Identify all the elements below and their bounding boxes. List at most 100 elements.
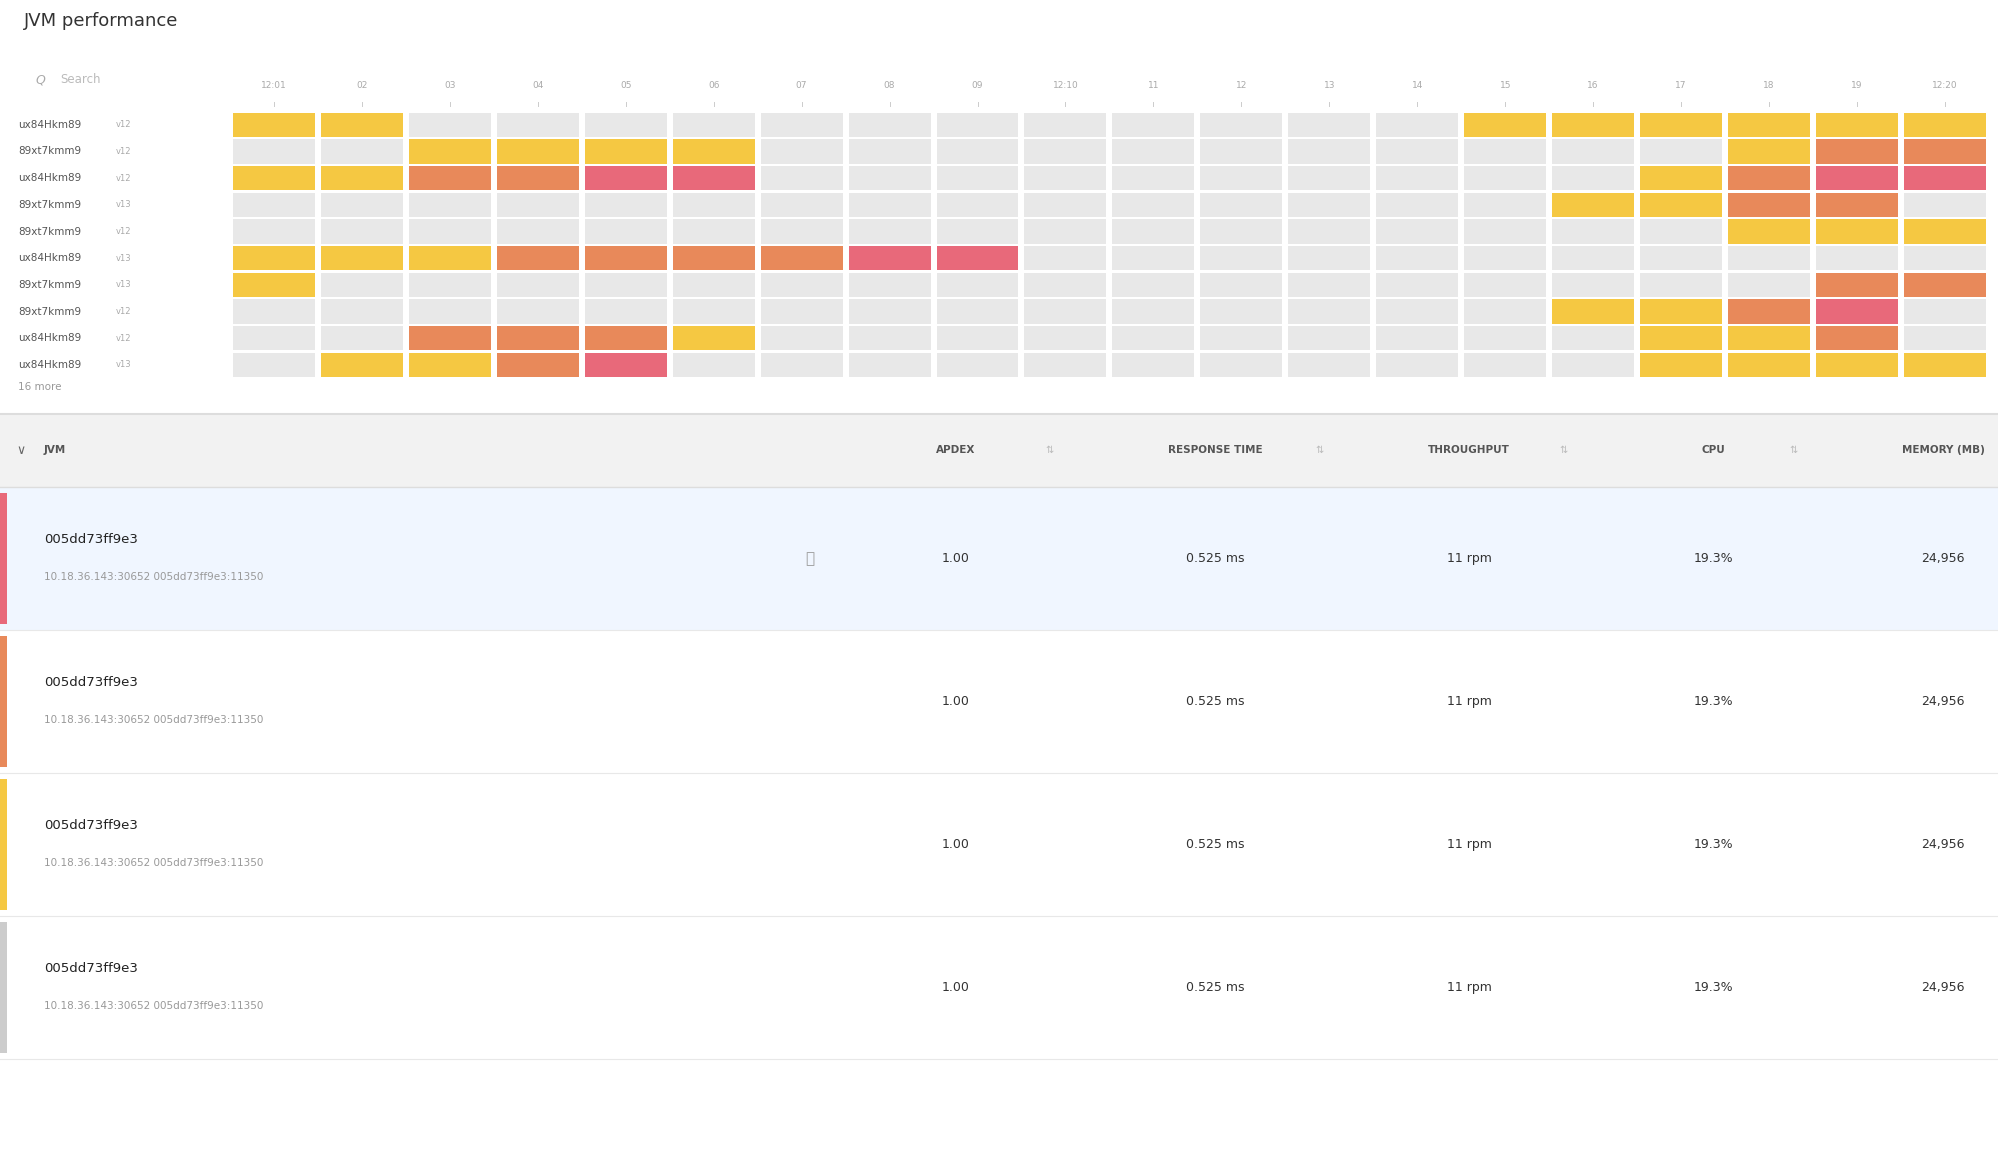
- Bar: [1375, 166, 1457, 191]
- Text: 10.18.36.143:30652 005dd73ff9e3:11350: 10.18.36.143:30652 005dd73ff9e3:11350: [44, 573, 264, 582]
- Bar: [234, 300, 316, 323]
- Bar: [1814, 112, 1896, 137]
- Bar: [671, 193, 753, 217]
- Bar: [1638, 193, 1720, 217]
- Text: 13: 13: [1323, 461, 1335, 471]
- Bar: [410, 300, 492, 323]
- Bar: [1814, 326, 1896, 350]
- Bar: [1375, 326, 1457, 350]
- Bar: [583, 300, 665, 323]
- Bar: [935, 139, 1017, 164]
- Bar: [849, 193, 931, 217]
- Bar: [410, 166, 492, 191]
- Bar: [935, 219, 1017, 244]
- Text: 11: 11: [1147, 81, 1159, 90]
- Bar: [1902, 352, 1986, 377]
- Bar: [759, 326, 843, 350]
- Bar: [234, 193, 316, 217]
- Text: 89xt7kmm9: 89xt7kmm9: [18, 307, 82, 316]
- Text: 19.3%: 19.3%: [1692, 694, 1732, 708]
- Bar: [1902, 112, 1986, 137]
- Bar: [320, 246, 404, 271]
- Text: ux84Hkm89: ux84Hkm89: [18, 359, 82, 370]
- Bar: [1550, 326, 1634, 350]
- Bar: [1023, 300, 1107, 323]
- Bar: [320, 166, 404, 191]
- Bar: [498, 219, 579, 244]
- Bar: [1550, 352, 1634, 377]
- Bar: [849, 139, 931, 164]
- Text: 0.525 ms: 0.525 ms: [1185, 552, 1245, 566]
- Bar: [1463, 273, 1546, 297]
- Bar: [1463, 166, 1546, 191]
- Text: v13: v13: [116, 200, 132, 210]
- Text: 12: 12: [1235, 81, 1247, 90]
- Text: 09: 09: [971, 81, 983, 90]
- Bar: [583, 352, 665, 377]
- Bar: [1023, 139, 1107, 164]
- Text: 06: 06: [707, 81, 719, 90]
- Text: v12: v12: [116, 307, 132, 316]
- Bar: [1287, 219, 1371, 244]
- Bar: [1463, 112, 1546, 137]
- Bar: [1287, 139, 1371, 164]
- Text: 07: 07: [795, 81, 807, 90]
- Text: 12:20: 12:20: [1932, 461, 1956, 471]
- Text: THROUGHPUT: THROUGHPUT: [1429, 445, 1508, 456]
- Bar: [1726, 166, 1810, 191]
- Text: 89xt7kmm9: 89xt7kmm9: [18, 280, 82, 290]
- Text: v12: v12: [116, 121, 132, 129]
- Bar: [320, 112, 404, 137]
- Bar: [1638, 300, 1720, 323]
- Bar: [1375, 273, 1457, 297]
- Bar: [849, 273, 931, 297]
- Bar: [1199, 139, 1283, 164]
- Text: 005dd73ff9e3: 005dd73ff9e3: [44, 820, 138, 833]
- Text: 16 more: 16 more: [18, 382, 62, 392]
- Bar: [583, 219, 665, 244]
- Bar: [759, 112, 843, 137]
- Text: 05: 05: [619, 81, 631, 90]
- Bar: [671, 166, 753, 191]
- Text: 005dd73ff9e3: 005dd73ff9e3: [44, 963, 138, 975]
- Bar: [1726, 326, 1810, 350]
- Text: 12:01: 12:01: [262, 81, 286, 90]
- Bar: [1638, 112, 1720, 137]
- Text: 02: 02: [356, 81, 368, 90]
- Bar: [1814, 246, 1896, 271]
- Bar: [234, 273, 316, 297]
- Bar: [849, 352, 931, 377]
- Bar: [498, 112, 579, 137]
- Bar: [1463, 193, 1546, 217]
- Bar: [1287, 166, 1371, 191]
- Bar: [1375, 219, 1457, 244]
- Bar: [849, 300, 931, 323]
- Text: 12:10: 12:10: [1053, 81, 1077, 90]
- Text: 19: 19: [1850, 461, 1862, 471]
- Bar: [1287, 246, 1371, 271]
- Bar: [849, 166, 931, 191]
- Bar: [1902, 166, 1986, 191]
- Bar: [1023, 352, 1107, 377]
- Bar: [1199, 219, 1283, 244]
- Bar: [671, 273, 753, 297]
- Text: 02: 02: [356, 461, 368, 471]
- Bar: [1463, 139, 1546, 164]
- Bar: [1375, 139, 1457, 164]
- Text: 14: 14: [1411, 461, 1423, 471]
- Bar: [498, 352, 579, 377]
- Bar: [1814, 300, 1896, 323]
- Bar: [671, 300, 753, 323]
- Bar: [320, 273, 404, 297]
- Text: 005dd73ff9e3: 005dd73ff9e3: [44, 534, 138, 547]
- Bar: [498, 166, 579, 191]
- Bar: [1199, 246, 1283, 271]
- Bar: [759, 193, 843, 217]
- Text: 10.18.36.143:30652 005dd73ff9e3:11350: 10.18.36.143:30652 005dd73ff9e3:11350: [44, 858, 264, 868]
- Text: 11 rpm: 11 rpm: [1447, 694, 1491, 708]
- Bar: [234, 219, 316, 244]
- Bar: [498, 193, 579, 217]
- Bar: [849, 246, 931, 271]
- Text: Search: Search: [60, 73, 100, 87]
- Text: new machines: new machines: [18, 433, 94, 443]
